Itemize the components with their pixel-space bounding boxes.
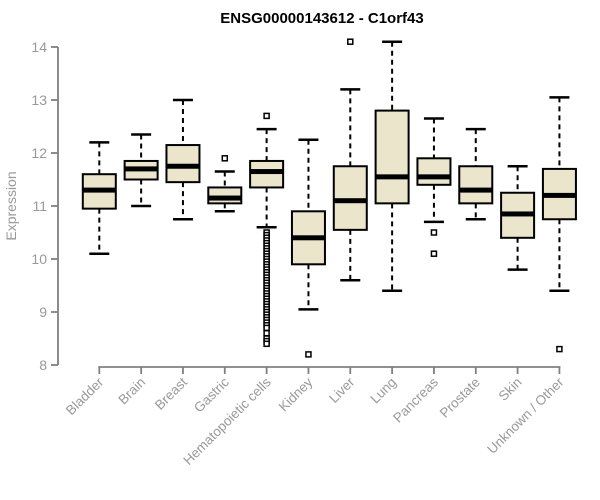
y-tick-label: 10 (31, 251, 47, 267)
median-bar (250, 169, 284, 175)
y-axis-label: Expression (3, 171, 19, 240)
box-skin (500, 165, 536, 271)
median-bar (375, 174, 409, 180)
outlier-point (305, 351, 312, 358)
y-tick-label: 8 (39, 357, 47, 373)
box-breast (165, 98, 201, 221)
outlier-point (430, 229, 438, 236)
box-brain (123, 133, 159, 208)
box-unknown-other (541, 96, 577, 353)
x-category-label: Unknown / Other (484, 374, 567, 457)
iqr-box (332, 165, 368, 231)
outlier-point (556, 345, 563, 353)
x-category-label: Lung (367, 375, 399, 407)
box-gastric (207, 155, 243, 213)
chart-title: ENSG00000143612 - C1orf43 (220, 10, 423, 27)
x-category-label: Kidney (276, 374, 316, 414)
median-bar (333, 198, 367, 204)
y-tick-label: 9 (39, 304, 47, 320)
outlier-point (263, 329, 270, 337)
outlier-point (430, 250, 438, 257)
median-bar (291, 235, 325, 241)
median-bar (501, 211, 535, 217)
outlier-point (263, 340, 270, 348)
x-category-label: Pancreas (390, 374, 441, 425)
iqr-box (165, 144, 201, 184)
box-hematopoietic-cells (249, 112, 285, 348)
median-bar (124, 166, 158, 172)
iqr-box (458, 165, 494, 205)
x-category-label: Breast (152, 374, 190, 412)
iqr-box (207, 186, 243, 205)
median-bar (166, 163, 200, 169)
median-bar (542, 192, 576, 198)
box-liver (332, 38, 368, 282)
x-category-label: Bladder (63, 374, 107, 418)
outlier-point (263, 112, 270, 120)
outlier-point (347, 38, 354, 45)
outlier-point (263, 324, 270, 332)
box-pancreas (416, 117, 452, 257)
x-category-label: Prostate (437, 375, 483, 421)
box-lung (374, 40, 410, 293)
x-category-label: Brain (115, 375, 148, 408)
x-category-label: Gastric (191, 374, 232, 415)
box-kidney (290, 138, 326, 358)
outlier-point (221, 155, 229, 162)
y-tick-label: 11 (32, 198, 47, 214)
median-bar (417, 174, 451, 180)
median-bar (208, 195, 242, 201)
iqr-box (416, 157, 452, 186)
y-tick-label: 12 (31, 145, 47, 161)
iqr-box (374, 109, 410, 205)
y-tick-label: 14 (31, 39, 47, 55)
box-bladder (81, 141, 117, 255)
x-category-label: Skin (496, 375, 525, 404)
box-prostate (458, 127, 494, 221)
median-bar (82, 187, 116, 193)
x-category-label: Liver (326, 374, 358, 406)
y-tick-label: 13 (31, 92, 47, 108)
median-bar (459, 187, 493, 193)
iqr-box (249, 159, 285, 189)
